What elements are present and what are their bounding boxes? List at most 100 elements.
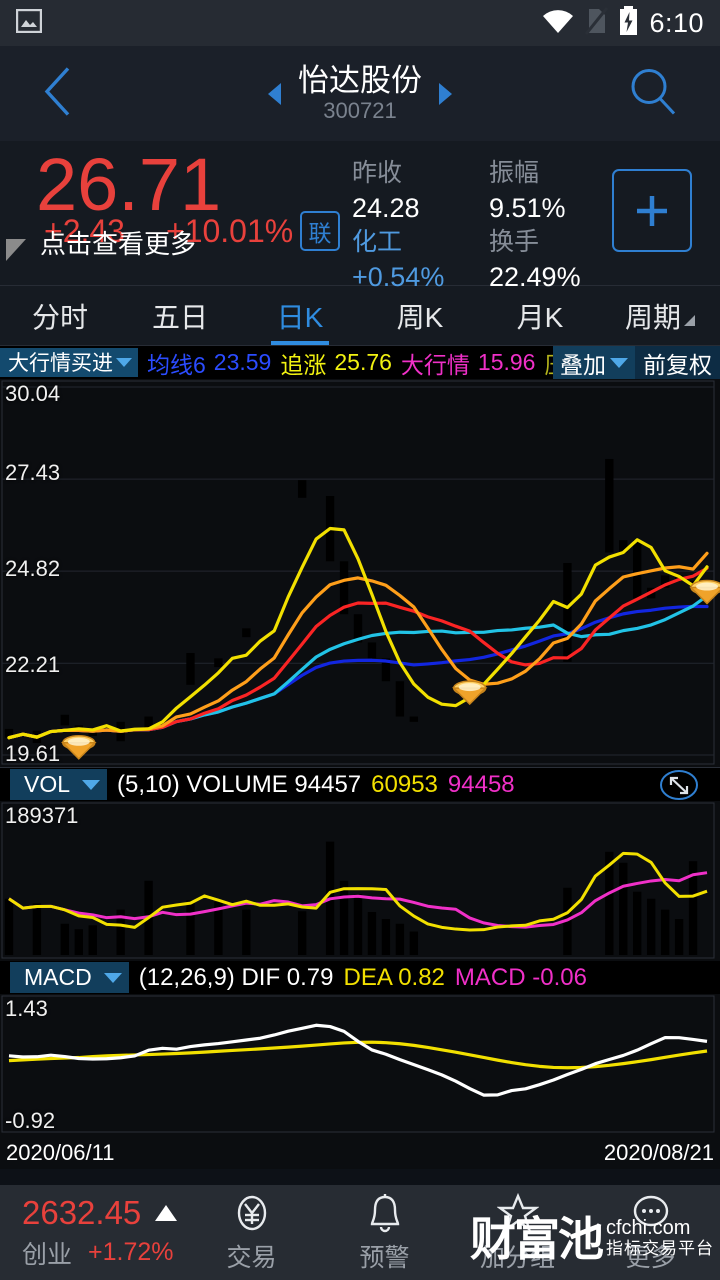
macd-axis-label-max: 1.43: [5, 996, 48, 1021]
indicator-selector[interactable]: 大行情买进: [0, 348, 138, 377]
stat-label-turnover: 换手: [489, 228, 540, 256]
status-bar-right: 6:10: [542, 6, 704, 40]
nav-label-add-group: 加分组: [479, 1243, 555, 1272]
k-axis-label-min: 19.61: [5, 741, 61, 766]
k-line-plot: [1, 380, 720, 765]
volume-chart[interactable]: 189371: [0, 801, 720, 961]
stat-value-amplitude: 9.51%: [489, 193, 566, 223]
overlay-button[interactable]: 叠加: [553, 346, 635, 379]
nav-label-trade: 交易: [226, 1243, 277, 1272]
last-price: 26.71: [36, 143, 222, 226]
macd-panel-header: MACD (12,26,9) DIF 0.79 DEA 0.82 MACD -0…: [0, 961, 720, 994]
k-line-chart[interactable]: 30.04 27.43 24.82 22.21 19.61: [0, 379, 720, 768]
wifi-icon: [542, 8, 574, 39]
k-axis-label-4: 27.43: [5, 460, 61, 485]
resize-icon[interactable]: [656, 770, 702, 805]
vol-indicator-name: VOL: [24, 771, 71, 797]
tab-label: 周K: [396, 301, 444, 333]
chart-period-tabs: 分时 五日 日K 周K 月K 周期: [0, 286, 720, 346]
indicator-bar-actions: 叠加 前复权: [553, 346, 720, 379]
vol-ma5-value: 60953: [371, 770, 438, 798]
nav-item-trade[interactable]: 交易: [185, 1185, 318, 1280]
price-change-percent: +10.01%: [166, 213, 294, 249]
date-axis-start: 2020/06/11: [6, 1139, 115, 1165]
date-axis: 2020/06/11 2020/08/21: [0, 1136, 720, 1169]
indicator-value-daxingqing: 15.96: [477, 349, 536, 375]
vol-axis-label-max: 189371: [5, 803, 79, 828]
nav-item-more[interactable]: 更多: [584, 1185, 717, 1280]
tab-label: 五日: [151, 301, 208, 333]
view-more-tip[interactable]: 点击查看更多: [40, 229, 197, 259]
add-to-watchlist-button[interactable]: [612, 169, 692, 252]
image-icon: [15, 8, 43, 38]
bell-icon: [365, 1192, 405, 1234]
chevron-down-icon: [103, 972, 122, 983]
chevron-down-icon: [116, 357, 132, 367]
battery-charging-icon: [619, 6, 638, 40]
quote-stat-column-1: 昨收 24.28 化工 +0.54%: [352, 157, 489, 295]
quote-stat-column-2: 振幅 9.51% 换手 22.49%: [489, 157, 626, 295]
chevron-down-icon: [82, 779, 101, 790]
tab-label: 日K: [276, 301, 324, 333]
k-axis-label-3: 24.82: [5, 556, 61, 581]
price-change: +2.43: [44, 213, 125, 249]
bottom-nav: 2632.45 创业 +1.72% 交易 预警 加分组 更多 财富池: [0, 1185, 720, 1280]
indicator-bar: 大行情买进 均线6 23.59 追涨 25.76 大行情 15.96 压力 25…: [0, 346, 720, 379]
macd-chart[interactable]: 1.43 -0.92: [0, 994, 720, 1136]
stat-value-prev-close: 24.28: [352, 193, 420, 223]
indicator-selector-label: 大行情买进: [8, 352, 113, 375]
back-button[interactable]: [42, 65, 74, 122]
indicator-value-zhuizhang: 25.76: [334, 349, 392, 375]
macd-macd-value: MACD -0.06: [454, 963, 587, 991]
tab-five-day[interactable]: 五日: [120, 286, 240, 345]
vol-indicator-selector[interactable]: VOL: [10, 769, 108, 800]
title-bar: 怡达股份 300721: [0, 46, 720, 141]
plus-icon: [630, 189, 674, 233]
date-axis-end: 2020/08/21: [603, 1139, 714, 1165]
chevron-down-icon: [610, 357, 628, 368]
tab-weekly-k[interactable]: 周K: [360, 286, 480, 345]
stock-title: 怡达股份 300721: [298, 62, 422, 124]
next-stock-button[interactable]: [439, 82, 452, 105]
indicator-label-ma6: 均线6: [147, 351, 206, 378]
market-index-value: 2632.45: [22, 1193, 142, 1231]
nav-item-add-group[interactable]: 加分组: [451, 1185, 584, 1280]
yuan-circle-icon: [231, 1192, 273, 1234]
nav-label-alert: 预警: [359, 1243, 410, 1272]
indicator-label-daxingqing: 大行情: [400, 351, 470, 378]
market-index-widget[interactable]: 2632.45 创业 +1.72%: [0, 1193, 185, 1271]
stock-name: 怡达股份: [298, 62, 422, 98]
vol-panel-header: VOL (5,10) VOLUME 94457 60953 94458: [0, 768, 720, 801]
market-index-percent: +1.72%: [88, 1238, 174, 1266]
quote-stats: 昨收 24.28 化工 +0.54% 振幅 9.51% 换手 22.49%: [352, 157, 626, 295]
k-axis-label-max: 30.04: [5, 381, 61, 406]
macd-indicator-selector[interactable]: MACD: [10, 962, 129, 993]
tab-monthly-k[interactable]: 月K: [480, 286, 600, 345]
market-index-top: 2632.45: [22, 1193, 185, 1231]
tab-label: 月K: [516, 301, 564, 333]
tab-fenshi[interactable]: 分时: [0, 286, 120, 345]
tab-daily-k[interactable]: 日K: [240, 286, 360, 345]
indicator-value-ma6: 23.59: [213, 349, 272, 375]
macd-params: (12,26,9) DIF 0.79: [138, 963, 334, 991]
status-badge[interactable]: 联: [300, 211, 340, 251]
macd-plot: [1, 995, 715, 1133]
no-sim-icon: [585, 6, 609, 40]
status-bar-left: [15, 8, 43, 38]
stat-value-sector: +0.54%: [352, 262, 445, 292]
tab-label: 周期: [624, 301, 681, 333]
macd-axis-label-min: -0.92: [5, 1108, 56, 1133]
status-bar-clock: 6:10: [649, 7, 704, 38]
volume-plot: [1, 802, 715, 959]
indicator-label-zhuizhang: 追涨: [280, 351, 327, 378]
quote-panel: 26.71 +2.43 +10.01% 点击查看更多 联 昨收 24.28 化工…: [0, 141, 720, 292]
stat-value-turnover: 22.49%: [489, 262, 581, 292]
adjust-button[interactable]: 前复权: [635, 346, 720, 379]
search-icon[interactable]: [628, 66, 678, 121]
stat-label-prev-close: 昨收: [352, 159, 403, 187]
nav-item-alert[interactable]: 预警: [318, 1185, 451, 1280]
status-bar: 6:10: [0, 0, 720, 46]
prev-stock-button[interactable]: [268, 82, 281, 105]
tab-period-more[interactable]: 周期: [600, 286, 720, 345]
stat-label-sector[interactable]: 化工: [352, 228, 403, 256]
